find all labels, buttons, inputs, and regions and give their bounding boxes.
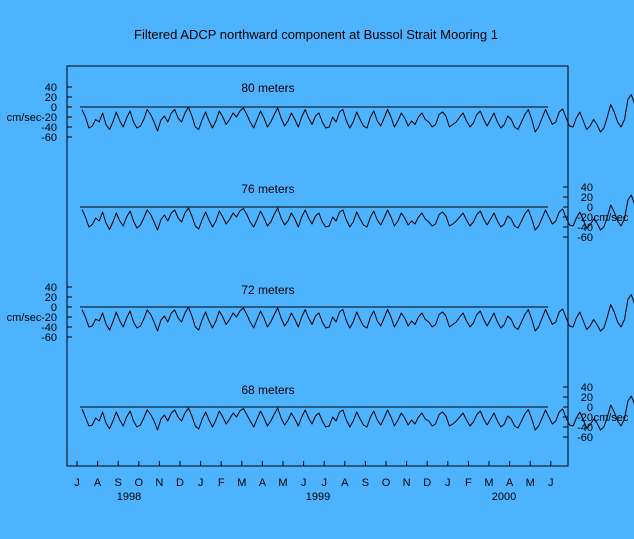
y-axis-unit-label: cm/sec — [7, 312, 42, 324]
x-month-label: D — [176, 477, 184, 489]
x-month-label: F — [218, 477, 225, 489]
x-month-label: S — [362, 477, 369, 489]
x-month-label: N — [403, 477, 411, 489]
series-line — [82, 396, 634, 431]
x-month-label: J — [548, 477, 554, 489]
chart-container: Filtered ADCP northward component at Bus… — [0, 0, 634, 534]
series-label: 68 meters — [241, 383, 294, 397]
chart-title: Filtered ADCP northward component at Bus… — [134, 27, 498, 42]
x-month-label: O — [135, 477, 144, 489]
x-month-label: J — [445, 477, 451, 489]
y-tick-label: -60 — [41, 332, 57, 344]
x-month-label: M — [526, 477, 535, 489]
x-month-label: N — [155, 477, 163, 489]
x-month-label: D — [423, 477, 431, 489]
y-tick-label: -60 — [577, 232, 593, 244]
x-month-label: A — [341, 477, 349, 489]
x-month-label: M — [237, 477, 246, 489]
x-month-label: A — [506, 477, 514, 489]
x-month-label: J — [321, 477, 327, 489]
plot-frame — [67, 66, 568, 466]
x-month-label: A — [259, 477, 267, 489]
y-axis-unit-label: cm/sec — [594, 412, 629, 424]
series-label: 80 meters — [241, 81, 294, 95]
x-year-label: 2000 — [492, 491, 516, 503]
x-month-label: J — [301, 477, 307, 489]
chart-svg: Filtered ADCP northward component at Bus… — [0, 0, 634, 534]
x-month-label: O — [382, 477, 391, 489]
x-year-label: 1998 — [117, 491, 141, 503]
series-label: 76 meters — [241, 182, 294, 196]
x-month-label: J — [198, 477, 204, 489]
x-year-label: 1999 — [306, 491, 330, 503]
x-month-label: F — [465, 477, 472, 489]
y-tick-label: -60 — [577, 432, 593, 444]
x-month-label: S — [115, 477, 122, 489]
y-tick-label: -60 — [41, 132, 57, 144]
x-month-label: M — [278, 477, 287, 489]
y-axis-unit-label: cm/sec — [7, 112, 42, 124]
y-axis-unit-label: cm/sec — [594, 212, 629, 224]
series-line — [82, 195, 634, 231]
series-label: 72 meters — [241, 283, 294, 297]
x-month-label: M — [484, 477, 493, 489]
series-line — [82, 295, 634, 333]
series-line — [82, 95, 634, 133]
x-month-label: A — [94, 477, 102, 489]
x-month-label: J — [74, 477, 80, 489]
